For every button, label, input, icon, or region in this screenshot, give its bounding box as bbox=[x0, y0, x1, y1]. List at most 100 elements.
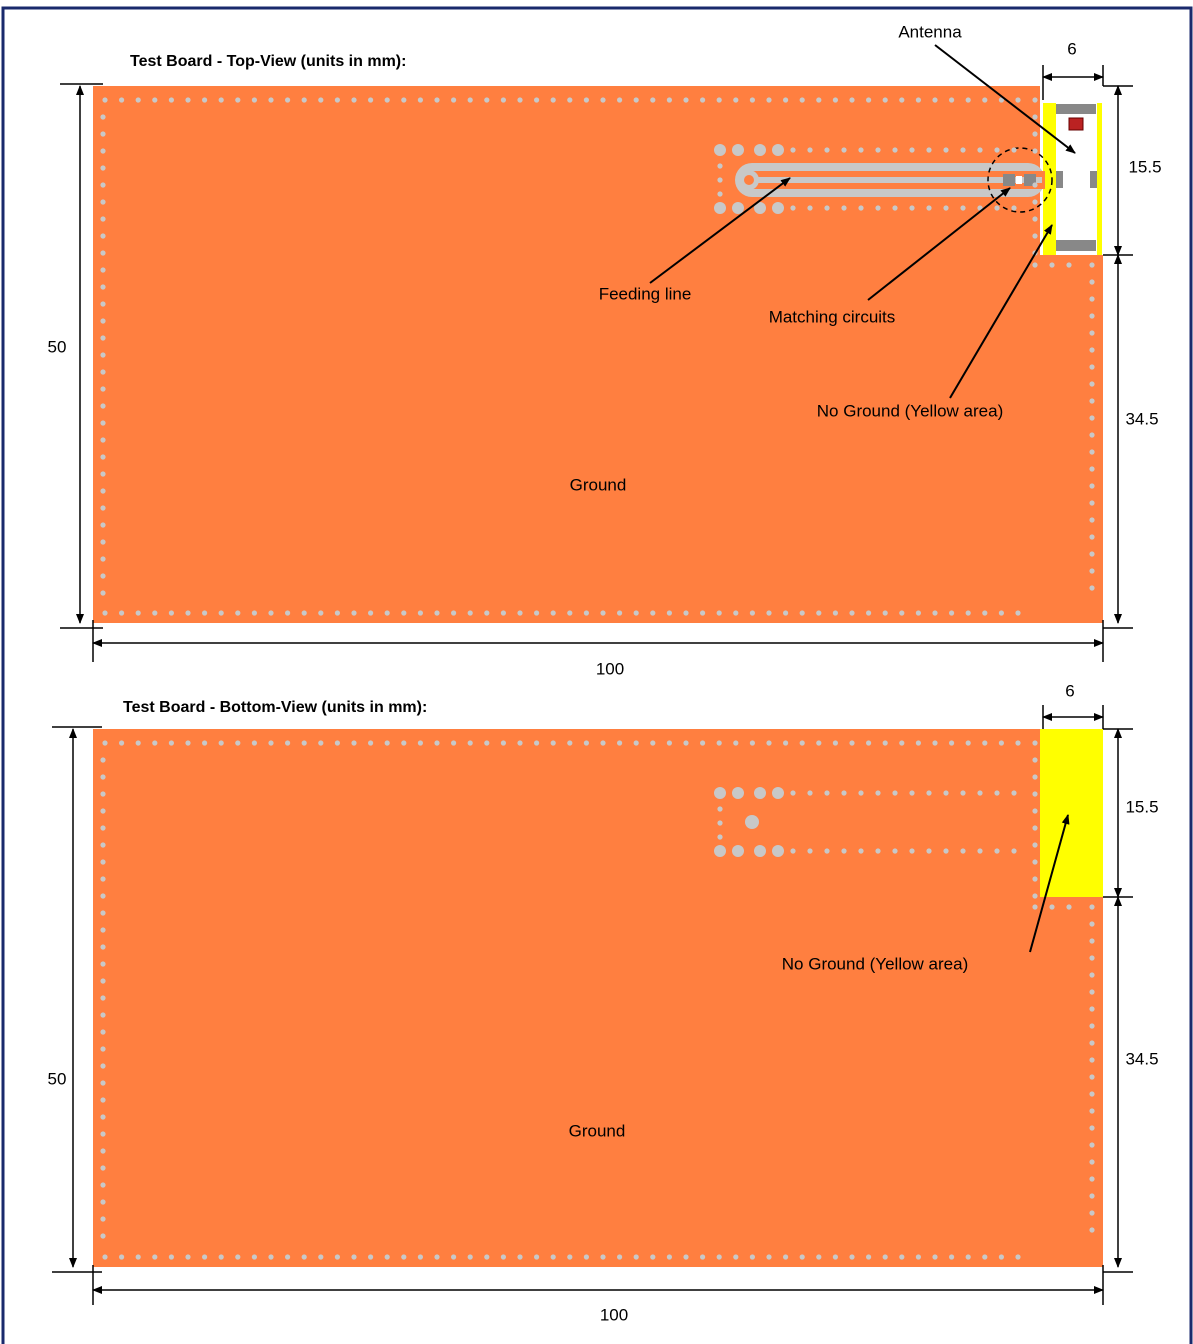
via bbox=[926, 790, 932, 796]
via bbox=[168, 1254, 174, 1260]
via bbox=[218, 610, 224, 616]
arrow bbox=[949, 224, 1053, 399]
via bbox=[909, 848, 915, 854]
via bbox=[1032, 216, 1038, 222]
dim-label: 6 bbox=[1067, 39, 1076, 58]
via bbox=[100, 471, 106, 477]
via bbox=[100, 1131, 106, 1137]
via bbox=[100, 522, 106, 528]
via bbox=[799, 97, 805, 103]
via bbox=[268, 1254, 274, 1260]
label: No Ground (Yellow area) bbox=[817, 401, 1003, 420]
via bbox=[866, 740, 872, 746]
via bbox=[716, 740, 722, 746]
via bbox=[351, 97, 357, 103]
via bbox=[824, 848, 830, 854]
via bbox=[318, 1254, 324, 1260]
via bbox=[982, 740, 988, 746]
via bbox=[202, 97, 208, 103]
via bbox=[285, 610, 291, 616]
via bbox=[185, 1254, 191, 1260]
via bbox=[733, 1254, 739, 1260]
via bbox=[899, 610, 905, 616]
via bbox=[135, 1254, 141, 1260]
via bbox=[824, 790, 830, 796]
via bbox=[617, 740, 623, 746]
via bbox=[100, 573, 106, 579]
via bbox=[732, 845, 744, 857]
via bbox=[100, 335, 106, 341]
via bbox=[716, 1254, 722, 1260]
via bbox=[119, 1254, 125, 1260]
via bbox=[401, 97, 407, 103]
via bbox=[882, 1254, 888, 1260]
via bbox=[943, 205, 949, 211]
via bbox=[841, 147, 847, 153]
via bbox=[318, 610, 324, 616]
via bbox=[1032, 791, 1038, 797]
via bbox=[633, 740, 639, 746]
via bbox=[100, 1029, 106, 1035]
label: Antenna bbox=[898, 22, 962, 41]
via bbox=[102, 610, 108, 616]
via bbox=[926, 205, 932, 211]
match-circle bbox=[987, 147, 1053, 213]
via bbox=[1032, 893, 1038, 899]
via bbox=[583, 740, 590, 746]
dim-label: 34.5 bbox=[1125, 1049, 1158, 1068]
match-part bbox=[1016, 176, 1022, 184]
via bbox=[899, 1254, 905, 1260]
via bbox=[1032, 842, 1038, 848]
via bbox=[100, 590, 106, 596]
via bbox=[100, 859, 106, 865]
via bbox=[1089, 517, 1095, 523]
via bbox=[1049, 262, 1055, 268]
via bbox=[866, 97, 872, 103]
via bbox=[517, 740, 523, 746]
via bbox=[1011, 205, 1017, 211]
via bbox=[1089, 585, 1095, 591]
via bbox=[368, 610, 374, 616]
via bbox=[807, 790, 813, 796]
via bbox=[617, 610, 623, 616]
via bbox=[1032, 740, 1038, 746]
via bbox=[666, 1254, 673, 1260]
via bbox=[100, 927, 106, 933]
via bbox=[892, 147, 898, 153]
via bbox=[100, 216, 106, 222]
via bbox=[100, 165, 106, 171]
via bbox=[100, 488, 106, 494]
no-ground bbox=[1097, 103, 1102, 255]
via bbox=[251, 610, 257, 616]
via bbox=[100, 301, 106, 307]
pad bbox=[1056, 104, 1096, 114]
via bbox=[1089, 432, 1095, 438]
via bbox=[977, 205, 983, 211]
via bbox=[716, 610, 722, 616]
via bbox=[401, 740, 407, 746]
via bbox=[666, 610, 673, 616]
via bbox=[783, 610, 789, 616]
via bbox=[384, 610, 390, 616]
via bbox=[858, 147, 864, 153]
label: Matching circuits bbox=[769, 307, 896, 326]
via bbox=[1089, 972, 1095, 978]
via bbox=[185, 740, 191, 746]
via bbox=[202, 740, 208, 746]
dim-label: 50 bbox=[48, 1069, 67, 1088]
via bbox=[858, 790, 864, 796]
via bbox=[102, 740, 108, 746]
via bbox=[994, 205, 1000, 211]
via bbox=[841, 205, 847, 211]
dim-label: 34.5 bbox=[1125, 409, 1158, 428]
via bbox=[666, 97, 673, 103]
via bbox=[368, 740, 374, 746]
via bbox=[949, 740, 955, 746]
via bbox=[949, 1254, 955, 1260]
via bbox=[943, 147, 949, 153]
via bbox=[714, 202, 726, 214]
via bbox=[650, 97, 656, 103]
via bbox=[1032, 859, 1038, 865]
via bbox=[384, 740, 390, 746]
via bbox=[351, 610, 357, 616]
